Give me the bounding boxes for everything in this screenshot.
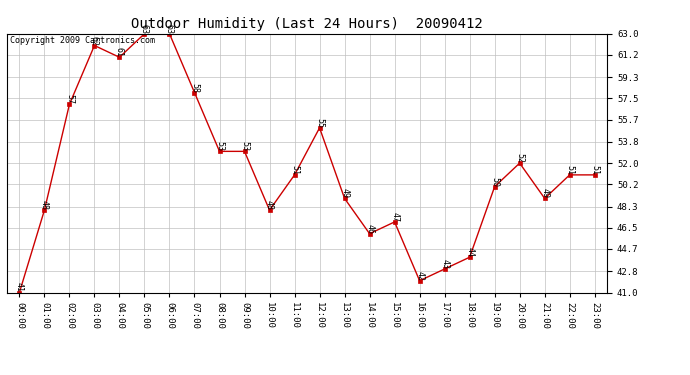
Text: 48: 48 xyxy=(40,200,49,210)
Text: 50: 50 xyxy=(490,177,499,187)
Text: 62: 62 xyxy=(90,36,99,45)
Text: 49: 49 xyxy=(540,188,549,198)
Text: 44: 44 xyxy=(465,247,474,257)
Text: 58: 58 xyxy=(190,82,199,93)
Text: 57: 57 xyxy=(65,94,74,104)
Text: 61: 61 xyxy=(115,47,124,57)
Text: 63: 63 xyxy=(140,24,149,34)
Text: 55: 55 xyxy=(315,118,324,128)
Text: 42: 42 xyxy=(415,271,424,281)
Text: 53: 53 xyxy=(215,141,224,152)
Text: 48: 48 xyxy=(265,200,274,210)
Title: Outdoor Humidity (Last 24 Hours)  20090412: Outdoor Humidity (Last 24 Hours) 2009041… xyxy=(131,17,483,31)
Text: 47: 47 xyxy=(390,212,399,222)
Text: 43: 43 xyxy=(440,259,449,269)
Text: 51: 51 xyxy=(590,165,599,175)
Text: 46: 46 xyxy=(365,224,374,234)
Text: Copyright 2009 Cartronics.com: Copyright 2009 Cartronics.com xyxy=(10,36,155,45)
Text: 51: 51 xyxy=(565,165,574,175)
Text: 49: 49 xyxy=(340,188,349,198)
Text: 52: 52 xyxy=(515,153,524,163)
Text: 53: 53 xyxy=(240,141,249,152)
Text: 51: 51 xyxy=(290,165,299,175)
Text: 63: 63 xyxy=(165,24,174,34)
Text: 41: 41 xyxy=(15,282,24,292)
